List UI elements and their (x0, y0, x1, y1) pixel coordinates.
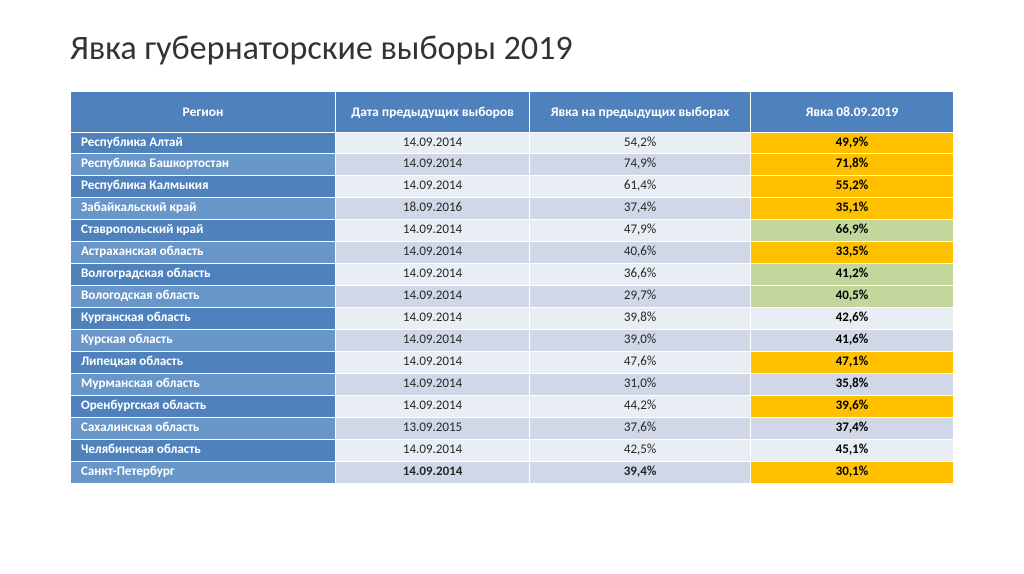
cell-region: Оренбургская область (71, 395, 336, 417)
cell-prev-turnout: 39,8% (530, 308, 751, 330)
table-row: Санкт-Петербург14.09.201439,4%30,1% (71, 461, 954, 483)
table-row: Республика Алтай14.09.201454,2%49,9% (71, 132, 954, 154)
cell-prev-turnout: 37,6% (530, 417, 751, 439)
cell-region: Республика Башкортостан (71, 154, 336, 176)
cell-region: Мурманская область (71, 373, 336, 395)
cell-prev-turnout: 31,0% (530, 373, 751, 395)
cell-curr-turnout: 71,8% (750, 154, 953, 176)
cell-region: Курганская область (71, 308, 336, 330)
cell-curr-turnout: 41,6% (750, 329, 953, 351)
cell-region: Забайкальский край (71, 198, 336, 220)
cell-prev-turnout: 74,9% (530, 154, 751, 176)
table-row: Курганская область14.09.201439,8%42,6% (71, 308, 954, 330)
table-row: Астраханская область14.09.201440,6%33,5% (71, 242, 954, 264)
cell-region: Курская область (71, 329, 336, 351)
cell-prev-turnout: 39,4% (530, 461, 751, 483)
cell-region: Республика Алтай (71, 132, 336, 154)
cell-prev-date: 13.09.2015 (335, 417, 529, 439)
table-row: Липецкая область14.09.201447,6%47,1% (71, 351, 954, 373)
table-row: Челябинская область14.09.201442,5%45,1% (71, 439, 954, 461)
table-row: Республика Калмыкия14.09.201461,4%55,2% (71, 176, 954, 198)
cell-curr-turnout: 45,1% (750, 439, 953, 461)
cell-prev-date: 14.09.2014 (335, 220, 529, 242)
cell-region: Сахалинская область (71, 417, 336, 439)
cell-curr-turnout: 42,6% (750, 308, 953, 330)
cell-prev-turnout: 36,6% (530, 264, 751, 286)
cell-curr-turnout: 30,1% (750, 461, 953, 483)
table-body: Республика Алтай14.09.201454,2%49,9%Респ… (71, 132, 954, 483)
cell-curr-turnout: 55,2% (750, 176, 953, 198)
cell-prev-date: 14.09.2014 (335, 351, 529, 373)
table-row: Мурманская область14.09.201431,0%35,8% (71, 373, 954, 395)
table-header-row: Регион Дата предыдущих выборов Явка на п… (71, 92, 954, 133)
cell-prev-date: 14.09.2014 (335, 329, 529, 351)
cell-prev-date: 14.09.2014 (335, 264, 529, 286)
cell-prev-turnout: 29,7% (530, 286, 751, 308)
table-row: Республика Башкортостан14.09.201474,9%71… (71, 154, 954, 176)
cell-region: Республика Калмыкия (71, 176, 336, 198)
cell-curr-turnout: 33,5% (750, 242, 953, 264)
cell-prev-turnout: 42,5% (530, 439, 751, 461)
cell-curr-turnout: 41,2% (750, 264, 953, 286)
cell-curr-turnout: 37,4% (750, 417, 953, 439)
col-header-region: Регион (71, 92, 336, 133)
table-row: Ставропольский край14.09.201447,9%66,9% (71, 220, 954, 242)
cell-region: Вологодская область (71, 286, 336, 308)
cell-prev-date: 14.09.2014 (335, 461, 529, 483)
cell-region: Ставропольский край (71, 220, 336, 242)
table-row: Волгоградская область14.09.201436,6%41,2… (71, 264, 954, 286)
cell-prev-date: 14.09.2014 (335, 395, 529, 417)
cell-prev-date: 14.09.2014 (335, 176, 529, 198)
cell-prev-date: 18.09.2016 (335, 198, 529, 220)
cell-curr-turnout: 47,1% (750, 351, 953, 373)
cell-prev-turnout: 47,9% (530, 220, 751, 242)
cell-curr-turnout: 39,6% (750, 395, 953, 417)
page-title: Явка губернаторские выборы 2019 (70, 28, 954, 69)
col-header-curr-turnout: Явка 08.09.2019 (750, 92, 953, 133)
cell-prev-turnout: 40,6% (530, 242, 751, 264)
cell-prev-date: 14.09.2014 (335, 132, 529, 154)
cell-curr-turnout: 35,8% (750, 373, 953, 395)
cell-curr-turnout: 49,9% (750, 132, 953, 154)
cell-prev-date: 14.09.2014 (335, 154, 529, 176)
cell-curr-turnout: 35,1% (750, 198, 953, 220)
table-row: Сахалинская область13.09.201537,6%37,4% (71, 417, 954, 439)
cell-prev-date: 14.09.2014 (335, 286, 529, 308)
cell-prev-date: 14.09.2014 (335, 439, 529, 461)
cell-region: Астраханская область (71, 242, 336, 264)
cell-prev-date: 14.09.2014 (335, 308, 529, 330)
table-row: Оренбургская область14.09.201444,2%39,6% (71, 395, 954, 417)
cell-prev-turnout: 37,4% (530, 198, 751, 220)
table-row: Вологодская область14.09.201429,7%40,5% (71, 286, 954, 308)
cell-curr-turnout: 66,9% (750, 220, 953, 242)
cell-prev-date: 14.09.2014 (335, 373, 529, 395)
cell-region: Челябинская область (71, 439, 336, 461)
cell-prev-turnout: 61,4% (530, 176, 751, 198)
cell-prev-turnout: 39,0% (530, 329, 751, 351)
cell-curr-turnout: 40,5% (750, 286, 953, 308)
cell-prev-turnout: 47,6% (530, 351, 751, 373)
col-header-prev-turnout: Явка на предыдущих выборах (530, 92, 751, 133)
cell-region: Липецкая область (71, 351, 336, 373)
table-row: Забайкальский край18.09.201637,4%35,1% (71, 198, 954, 220)
cell-prev-date: 14.09.2014 (335, 242, 529, 264)
cell-prev-turnout: 44,2% (530, 395, 751, 417)
cell-region: Волгоградская область (71, 264, 336, 286)
cell-region: Санкт-Петербург (71, 461, 336, 483)
turnout-table: Регион Дата предыдущих выборов Явка на п… (70, 91, 954, 484)
table-row: Курская область14.09.201439,0%41,6% (71, 329, 954, 351)
cell-prev-turnout: 54,2% (530, 132, 751, 154)
col-header-prev-date: Дата предыдущих выборов (335, 92, 529, 133)
